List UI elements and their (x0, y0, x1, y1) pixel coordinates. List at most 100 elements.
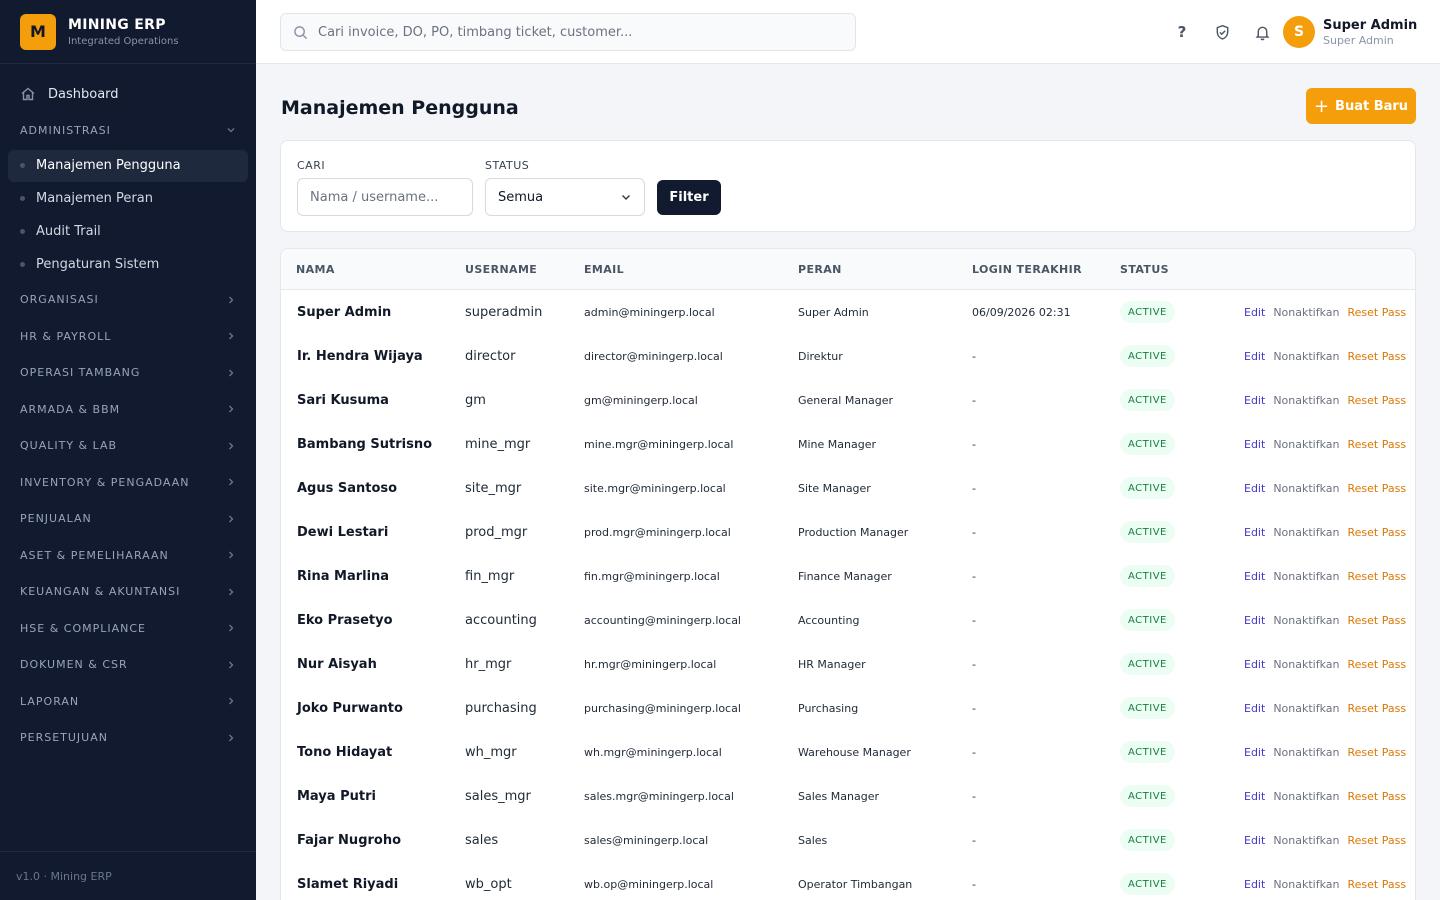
column-header-role[interactable]: PERAN (798, 263, 842, 276)
reset-password-link[interactable]: Reset Pass (1347, 657, 1407, 671)
sidebar-section-4[interactable]: QUALITY & LAB (0, 428, 256, 465)
edit-link[interactable]: Edit (1244, 349, 1266, 363)
reset-password-link[interactable]: Reset Pass (1347, 701, 1407, 715)
edit-link[interactable]: Edit (1244, 789, 1266, 803)
table-row: Nur Aisyah hr_mgr hr.mgr@miningerp.local HR… (281, 642, 1415, 686)
sidebar-item-admin-1[interactable]: Manajemen Peran (8, 183, 248, 215)
sidebar-section-11[interactable]: LAPORAN (0, 683, 256, 720)
reset-password-link[interactable]: Reset Pass (1347, 393, 1407, 407)
name-search-field[interactable] (297, 178, 473, 216)
sidebar-item-admin-2[interactable]: Audit Trail (8, 216, 248, 248)
edit-link[interactable]: Edit (1244, 701, 1266, 715)
reset-password-link[interactable]: Reset Pass (1347, 349, 1407, 363)
column-header-status[interactable]: STATUS (1120, 263, 1169, 276)
name-search-input[interactable] (310, 189, 460, 205)
deactivate-link[interactable]: Nonaktifkan (1273, 789, 1340, 803)
cell-email: purchasing@miningerp.local (584, 701, 741, 715)
deactivate-link[interactable]: Nonaktifkan (1273, 833, 1340, 847)
sidebar-item-dashboard[interactable]: Dashboard (0, 76, 256, 112)
bell-icon[interactable] (1250, 20, 1274, 44)
sidebar-section-10[interactable]: DOKUMEN & CSR (0, 647, 256, 684)
deactivate-link[interactable]: Nonaktifkan (1273, 393, 1340, 407)
cell-username: mine_mgr (465, 436, 531, 452)
create-new-button[interactable]: + Buat Baru (1306, 88, 1416, 124)
status-badge: ACTIVE (1120, 477, 1175, 499)
deactivate-link[interactable]: Nonaktifkan (1273, 349, 1340, 363)
sidebar-section-3[interactable]: ARMADA & BBM (0, 391, 256, 428)
reset-password-link[interactable]: Reset Pass (1347, 481, 1407, 495)
sidebar-item-label: Pengaturan Sistem (36, 257, 160, 272)
deactivate-link[interactable]: Nonaktifkan (1273, 525, 1340, 539)
reset-password-link[interactable]: Reset Pass (1347, 305, 1407, 319)
user-menu[interactable]: S Super Admin Super Admin (1283, 16, 1417, 48)
edit-link[interactable]: Edit (1244, 833, 1266, 847)
edit-link[interactable]: Edit (1244, 437, 1266, 451)
edit-link[interactable]: Edit (1244, 657, 1266, 671)
cell-username: sales_mgr (465, 788, 531, 804)
cell-username: director (465, 348, 516, 364)
column-header-email[interactable]: EMAIL (584, 263, 625, 276)
edit-link[interactable]: Edit (1244, 877, 1266, 891)
deactivate-link[interactable]: Nonaktifkan (1273, 437, 1340, 451)
edit-link[interactable]: Edit (1244, 745, 1266, 759)
column-header-username[interactable]: USERNAME (465, 263, 538, 276)
cell-email: site.mgr@miningerp.local (584, 481, 726, 495)
cell-name: Bambang Sutrisno (297, 436, 433, 452)
sidebar-item-admin-3[interactable]: Pengaturan Sistem (8, 249, 248, 281)
sidebar-section-7[interactable]: ASET & PEMELIHARAAN (0, 537, 256, 574)
column-header-last-login[interactable]: LOGIN TERAKHIR (972, 263, 1083, 276)
edit-link[interactable]: Edit (1244, 613, 1266, 627)
edit-link[interactable]: Edit (1244, 569, 1266, 583)
global-search[interactable] (280, 13, 856, 51)
reset-password-link[interactable]: Reset Pass (1347, 525, 1407, 539)
filter-button[interactable]: Filter (657, 180, 721, 215)
sidebar-section-0[interactable]: ORGANISASI (0, 282, 256, 319)
help-icon[interactable]: ? (1177, 23, 1187, 41)
status-select[interactable]: Semua (485, 178, 645, 216)
sidebar-section-1[interactable]: HR & PAYROLL (0, 318, 256, 355)
page-title: Manajemen Pengguna (281, 97, 519, 119)
reset-password-link[interactable]: Reset Pass (1347, 569, 1407, 583)
edit-link[interactable]: Edit (1244, 481, 1266, 495)
sidebar-item-admin-0[interactable]: Manajemen Pengguna (8, 149, 248, 182)
sidebar-section-6[interactable]: PENJUALAN (0, 501, 256, 538)
deactivate-link[interactable]: Nonaktifkan (1273, 745, 1340, 759)
deactivate-link[interactable]: Nonaktifkan (1273, 701, 1340, 715)
sidebar-section-label: PERSETUJUAN (20, 731, 108, 745)
sidebar-section-8[interactable]: KEUANGAN & AKUNTANSI (0, 574, 256, 611)
sidebar-footer: v1.0 · Mining ERP (0, 851, 256, 900)
reset-password-link[interactable]: Reset Pass (1347, 833, 1407, 847)
cell-last-login: - (972, 745, 976, 759)
deactivate-link[interactable]: Nonaktifkan (1273, 613, 1340, 627)
sidebar-item-label: Audit Trail (36, 224, 101, 239)
sidebar-section-5[interactable]: INVENTORY & PENGADAAN (0, 464, 256, 501)
reset-password-link[interactable]: Reset Pass (1347, 877, 1407, 891)
sidebar-section-label: ADMINISTRASI (20, 123, 111, 137)
reset-password-link[interactable]: Reset Pass (1347, 613, 1407, 627)
table-row: Fajar Nugroho sales sales@miningerp.local S… (281, 818, 1415, 862)
reset-password-link[interactable]: Reset Pass (1347, 437, 1407, 451)
sidebar-section-9[interactable]: HSE & COMPLIANCE (0, 610, 256, 647)
edit-link[interactable]: Edit (1244, 393, 1266, 407)
deactivate-link[interactable]: Nonaktifkan (1273, 877, 1340, 891)
reset-password-link[interactable]: Reset Pass (1347, 745, 1407, 759)
sidebar-section-12[interactable]: PERSETUJUAN (0, 720, 256, 757)
sidebar-section-administrasi[interactable]: ADMINISTRASI (0, 112, 256, 149)
deactivate-link[interactable]: Nonaktifkan (1273, 481, 1340, 495)
sidebar-section-2[interactable]: OPERASI TAMBANG (0, 355, 256, 392)
deactivate-link[interactable]: Nonaktifkan (1273, 569, 1340, 583)
cell-name: Agus Santoso (297, 480, 398, 496)
edit-link[interactable]: Edit (1244, 525, 1266, 539)
column-header-name[interactable]: NAMA (296, 263, 335, 276)
cell-name: Fajar Nugroho (297, 832, 402, 848)
brand[interactable]: M MINING ERP Integrated Operations (0, 0, 256, 64)
cell-username: wh_mgr (465, 744, 517, 760)
global-search-input[interactable] (318, 24, 838, 40)
shield-check-icon[interactable] (1210, 20, 1234, 44)
sidebar-section-label: HSE & COMPLIANCE (20, 621, 146, 635)
deactivate-link[interactable]: Nonaktifkan (1273, 305, 1340, 319)
deactivate-link[interactable]: Nonaktifkan (1273, 657, 1340, 671)
edit-link[interactable]: Edit (1244, 305, 1266, 319)
reset-password-link[interactable]: Reset Pass (1347, 789, 1407, 803)
table-row: Tono Hidayat wh_mgr wh.mgr@miningerp.local… (281, 730, 1415, 774)
